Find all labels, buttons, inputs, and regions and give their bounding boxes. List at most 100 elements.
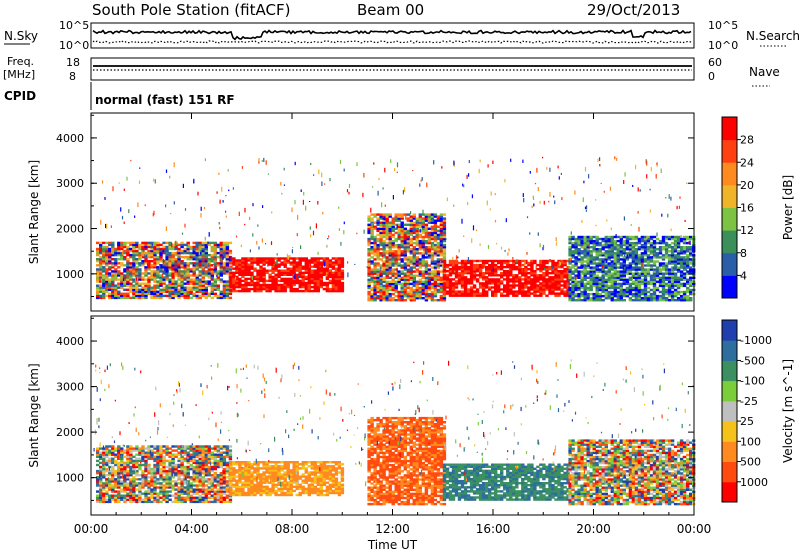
echo-cell <box>268 289 272 293</box>
echo-cell <box>415 274 419 277</box>
echo-cell <box>325 285 330 289</box>
echo-cell <box>486 200 488 206</box>
echo-cell <box>466 268 471 271</box>
echo-cell <box>667 235 672 239</box>
echo-cell <box>198 290 202 293</box>
echo-cell <box>120 286 124 289</box>
echo-cell <box>433 284 438 288</box>
echo-cell <box>415 262 419 265</box>
echo-cell <box>96 286 100 289</box>
echo-cell <box>340 277 345 281</box>
echo-cell <box>508 248 510 252</box>
echo-cell <box>589 286 593 290</box>
echo-cell <box>174 262 178 265</box>
echo-cell <box>457 276 462 279</box>
echo-cell <box>471 238 473 243</box>
echo-cell <box>545 274 549 277</box>
echo-cell <box>367 260 371 263</box>
echo-cell <box>174 270 178 273</box>
echo-cell <box>201 278 205 281</box>
echo-cell <box>382 272 386 275</box>
echo-cell <box>421 231 425 235</box>
echo-cell <box>646 294 651 298</box>
echo-cell <box>114 498 118 501</box>
echo-cell <box>186 241 190 245</box>
echo-cell <box>667 288 672 292</box>
echo-cell <box>388 227 392 230</box>
echo-cell <box>228 241 233 245</box>
echo-cell <box>619 246 623 249</box>
echo-cell <box>126 453 130 456</box>
echo-cell <box>545 286 549 289</box>
echo-cell <box>391 282 395 286</box>
echo-cell <box>105 486 109 489</box>
echo-cell <box>649 292 654 296</box>
echo-cell <box>656 162 658 167</box>
echo-cell <box>262 263 266 266</box>
echo-cell <box>201 243 205 247</box>
echo-cell <box>382 280 386 283</box>
echo-cell <box>673 243 675 245</box>
echo-cell <box>607 246 611 249</box>
echo-cell <box>676 243 681 247</box>
echo-cell <box>165 251 169 255</box>
echo-cell <box>126 461 130 465</box>
echo-cell <box>99 266 103 269</box>
echo-cell <box>235 276 237 280</box>
echo-cell <box>463 290 468 293</box>
echo-cell <box>424 233 429 237</box>
echo-cell <box>292 265 296 268</box>
echo-cell <box>500 274 504 277</box>
echo-cell <box>198 278 202 281</box>
echo-cell <box>96 484 100 487</box>
echo-cell <box>105 223 107 229</box>
echo-cell <box>463 278 468 281</box>
echo-cell <box>619 248 623 251</box>
echo-cell <box>382 286 386 290</box>
echo-cell <box>463 261 468 265</box>
echo-cell <box>289 277 293 281</box>
echo-cell <box>640 268 645 271</box>
echo-cell <box>319 277 323 281</box>
echo-cell <box>433 239 438 243</box>
echo-cell <box>225 195 227 197</box>
echo-cell <box>388 213 392 216</box>
echo-cell <box>232 259 236 262</box>
echo-cell <box>162 270 166 273</box>
echo-cell <box>138 284 142 287</box>
echo-cell <box>610 284 614 288</box>
echo-cell <box>601 264 605 267</box>
echo-cell <box>96 251 100 255</box>
echo-cell <box>388 276 392 279</box>
echo-cell <box>165 260 169 263</box>
echo-cell <box>129 496 133 499</box>
echo-cell <box>102 241 106 245</box>
echo-cell <box>388 256 392 259</box>
echo-cell <box>448 280 453 283</box>
echo-cell <box>634 272 639 275</box>
echo-cell <box>162 241 166 245</box>
echo-cell <box>409 227 413 230</box>
echo-cell <box>661 237 666 241</box>
echo-cell <box>676 256 681 259</box>
echo-cell <box>117 270 121 273</box>
echo-cell <box>622 241 626 245</box>
echo-cell <box>114 247 118 251</box>
echo-cell <box>277 269 281 272</box>
echo-cell <box>403 288 407 292</box>
echo-cell <box>144 204 146 207</box>
echo-cell <box>186 294 190 298</box>
echo-cell <box>418 266 422 269</box>
echo-cell <box>454 263 459 267</box>
echo-cell <box>132 478 136 481</box>
echo-cell <box>409 268 413 271</box>
echo-cell <box>403 292 407 296</box>
echo-cell <box>253 287 257 291</box>
echo-cell <box>661 290 666 294</box>
echo-cell <box>613 252 617 255</box>
echo-cell <box>504 179 506 183</box>
echo-cell <box>171 260 175 263</box>
echo-cell <box>373 262 377 265</box>
echo-cell <box>518 280 522 283</box>
echo-cell <box>102 294 106 298</box>
